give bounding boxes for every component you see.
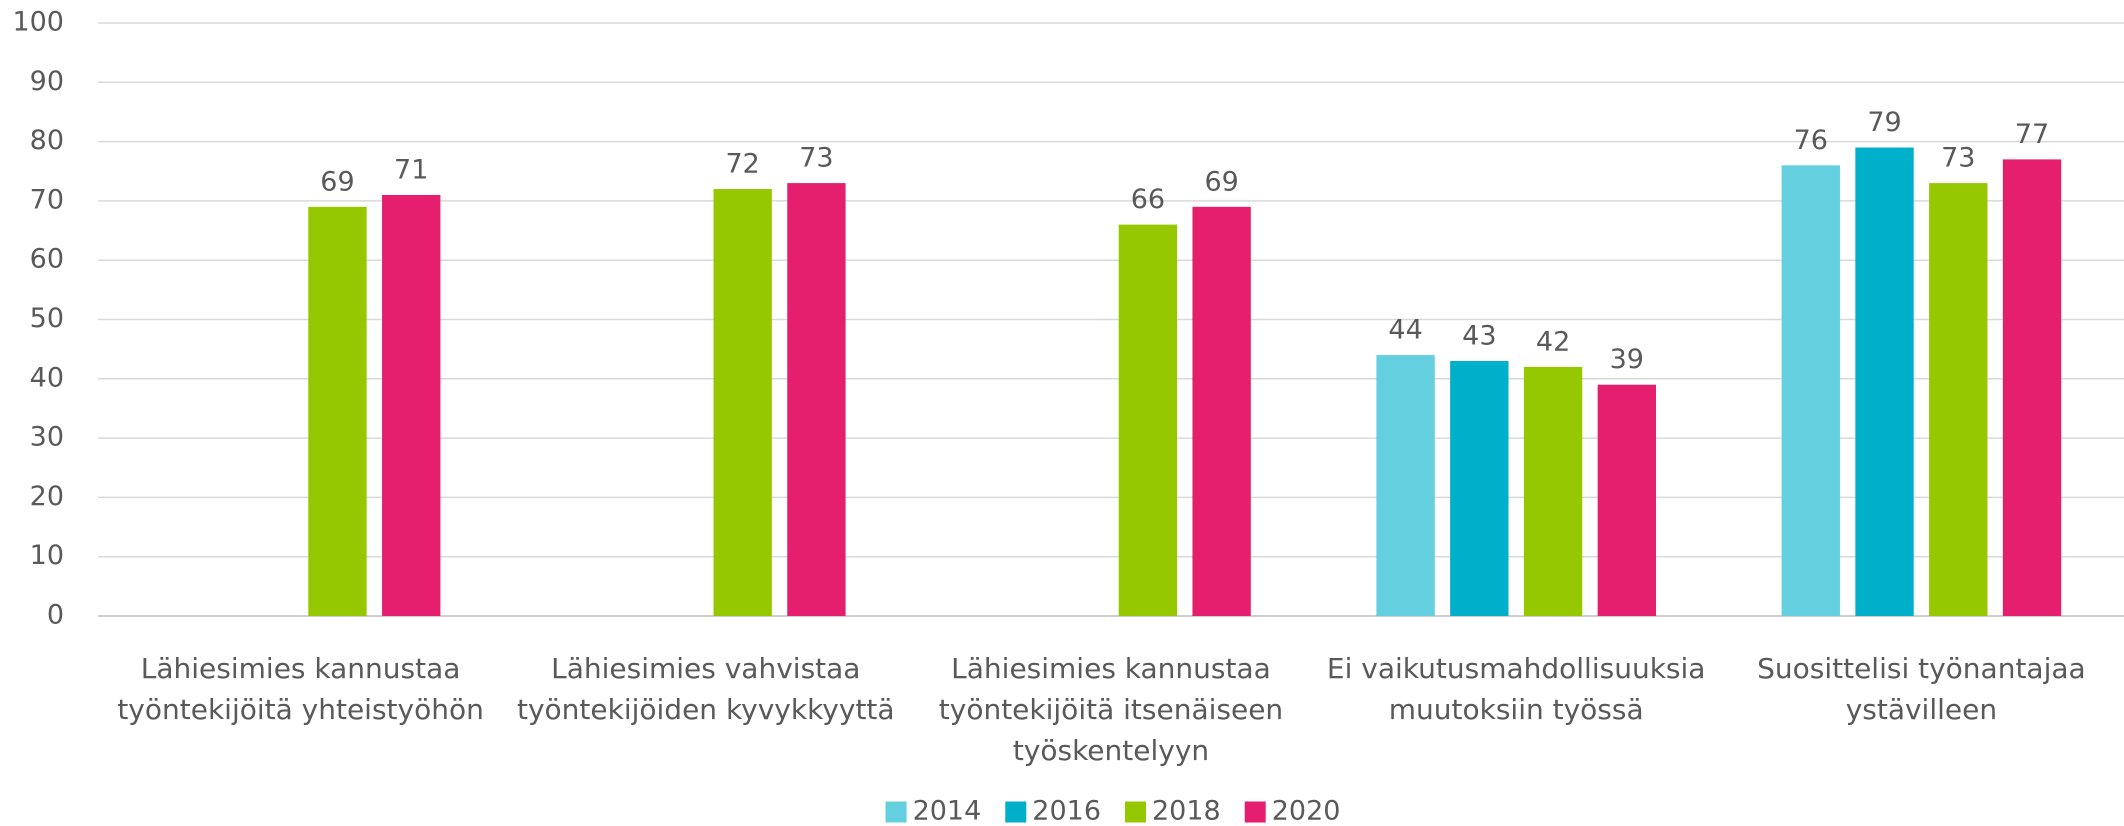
bar bbox=[1118, 224, 1178, 616]
y-tick-label: 50 bbox=[30, 303, 64, 334]
bar bbox=[1929, 183, 1988, 617]
data-label: 69 bbox=[320, 166, 354, 197]
bar bbox=[787, 183, 846, 617]
x-tick-label: Lähiesimies kannustaa työntekijöitä yhte… bbox=[117, 652, 484, 726]
x-tick-label: Lähiesimies vahvistaa työntekijöiden kyv… bbox=[516, 652, 895, 726]
bar bbox=[382, 194, 441, 616]
y-tick-label: 70 bbox=[30, 184, 64, 215]
bar bbox=[1597, 384, 1656, 616]
legend-swatch bbox=[1005, 801, 1027, 823]
bar bbox=[2002, 159, 2062, 616]
y-tick-label: 40 bbox=[30, 362, 64, 393]
y-tick-label: 30 bbox=[30, 422, 64, 453]
data-label: 66 bbox=[1131, 184, 1165, 215]
data-label: 43 bbox=[1462, 321, 1496, 352]
data-label: 69 bbox=[1204, 166, 1238, 197]
legend-swatch bbox=[1244, 801, 1266, 823]
legend-label: 2020 bbox=[1272, 796, 1341, 826]
x-tick-label: Ei vaikutusmahdollisuuksia muutoksiin ty… bbox=[1326, 652, 1706, 726]
y-tick-label: 0 bbox=[47, 600, 64, 631]
data-label: 77 bbox=[2015, 119, 2049, 150]
x-tick-label: Suosittelisi työnantajaa ystävilleen bbox=[1757, 652, 2086, 726]
bar bbox=[1192, 206, 1251, 616]
legend-label: 2016 bbox=[1032, 796, 1101, 826]
data-label: 72 bbox=[725, 149, 759, 180]
x-tick-label: Lähiesimies kannustaa työntekijöitä itse… bbox=[938, 652, 1284, 767]
bar bbox=[1855, 147, 1914, 616]
data-label: 73 bbox=[1941, 143, 1975, 174]
data-label: 73 bbox=[799, 143, 833, 174]
legend-label: 2018 bbox=[1152, 796, 1221, 826]
data-label: 76 bbox=[1794, 125, 1828, 156]
y-tick-label: 60 bbox=[30, 244, 64, 275]
bar bbox=[1450, 361, 1509, 616]
data-label: 44 bbox=[1388, 315, 1422, 346]
legend-label: 2014 bbox=[913, 796, 982, 826]
legend-swatch bbox=[1125, 801, 1146, 823]
data-label: 39 bbox=[1610, 344, 1644, 375]
bar bbox=[308, 206, 367, 616]
data-label: 71 bbox=[394, 154, 428, 185]
legend: 2014 2016 2018 2020 bbox=[885, 796, 1341, 826]
bar bbox=[1781, 165, 1840, 616]
y-tick-label: 100 bbox=[12, 7, 64, 38]
legend-swatch bbox=[885, 801, 907, 823]
bar bbox=[1376, 355, 1435, 616]
y-tick-label: 90 bbox=[30, 66, 64, 97]
bar bbox=[1523, 366, 1583, 616]
y-tick-label: 20 bbox=[30, 481, 64, 512]
bar bbox=[713, 189, 772, 617]
y-tick-label: 10 bbox=[30, 540, 64, 571]
data-label: 42 bbox=[1536, 326, 1570, 357]
data-label: 79 bbox=[1867, 107, 1901, 138]
y-tick-label: 80 bbox=[30, 125, 64, 156]
